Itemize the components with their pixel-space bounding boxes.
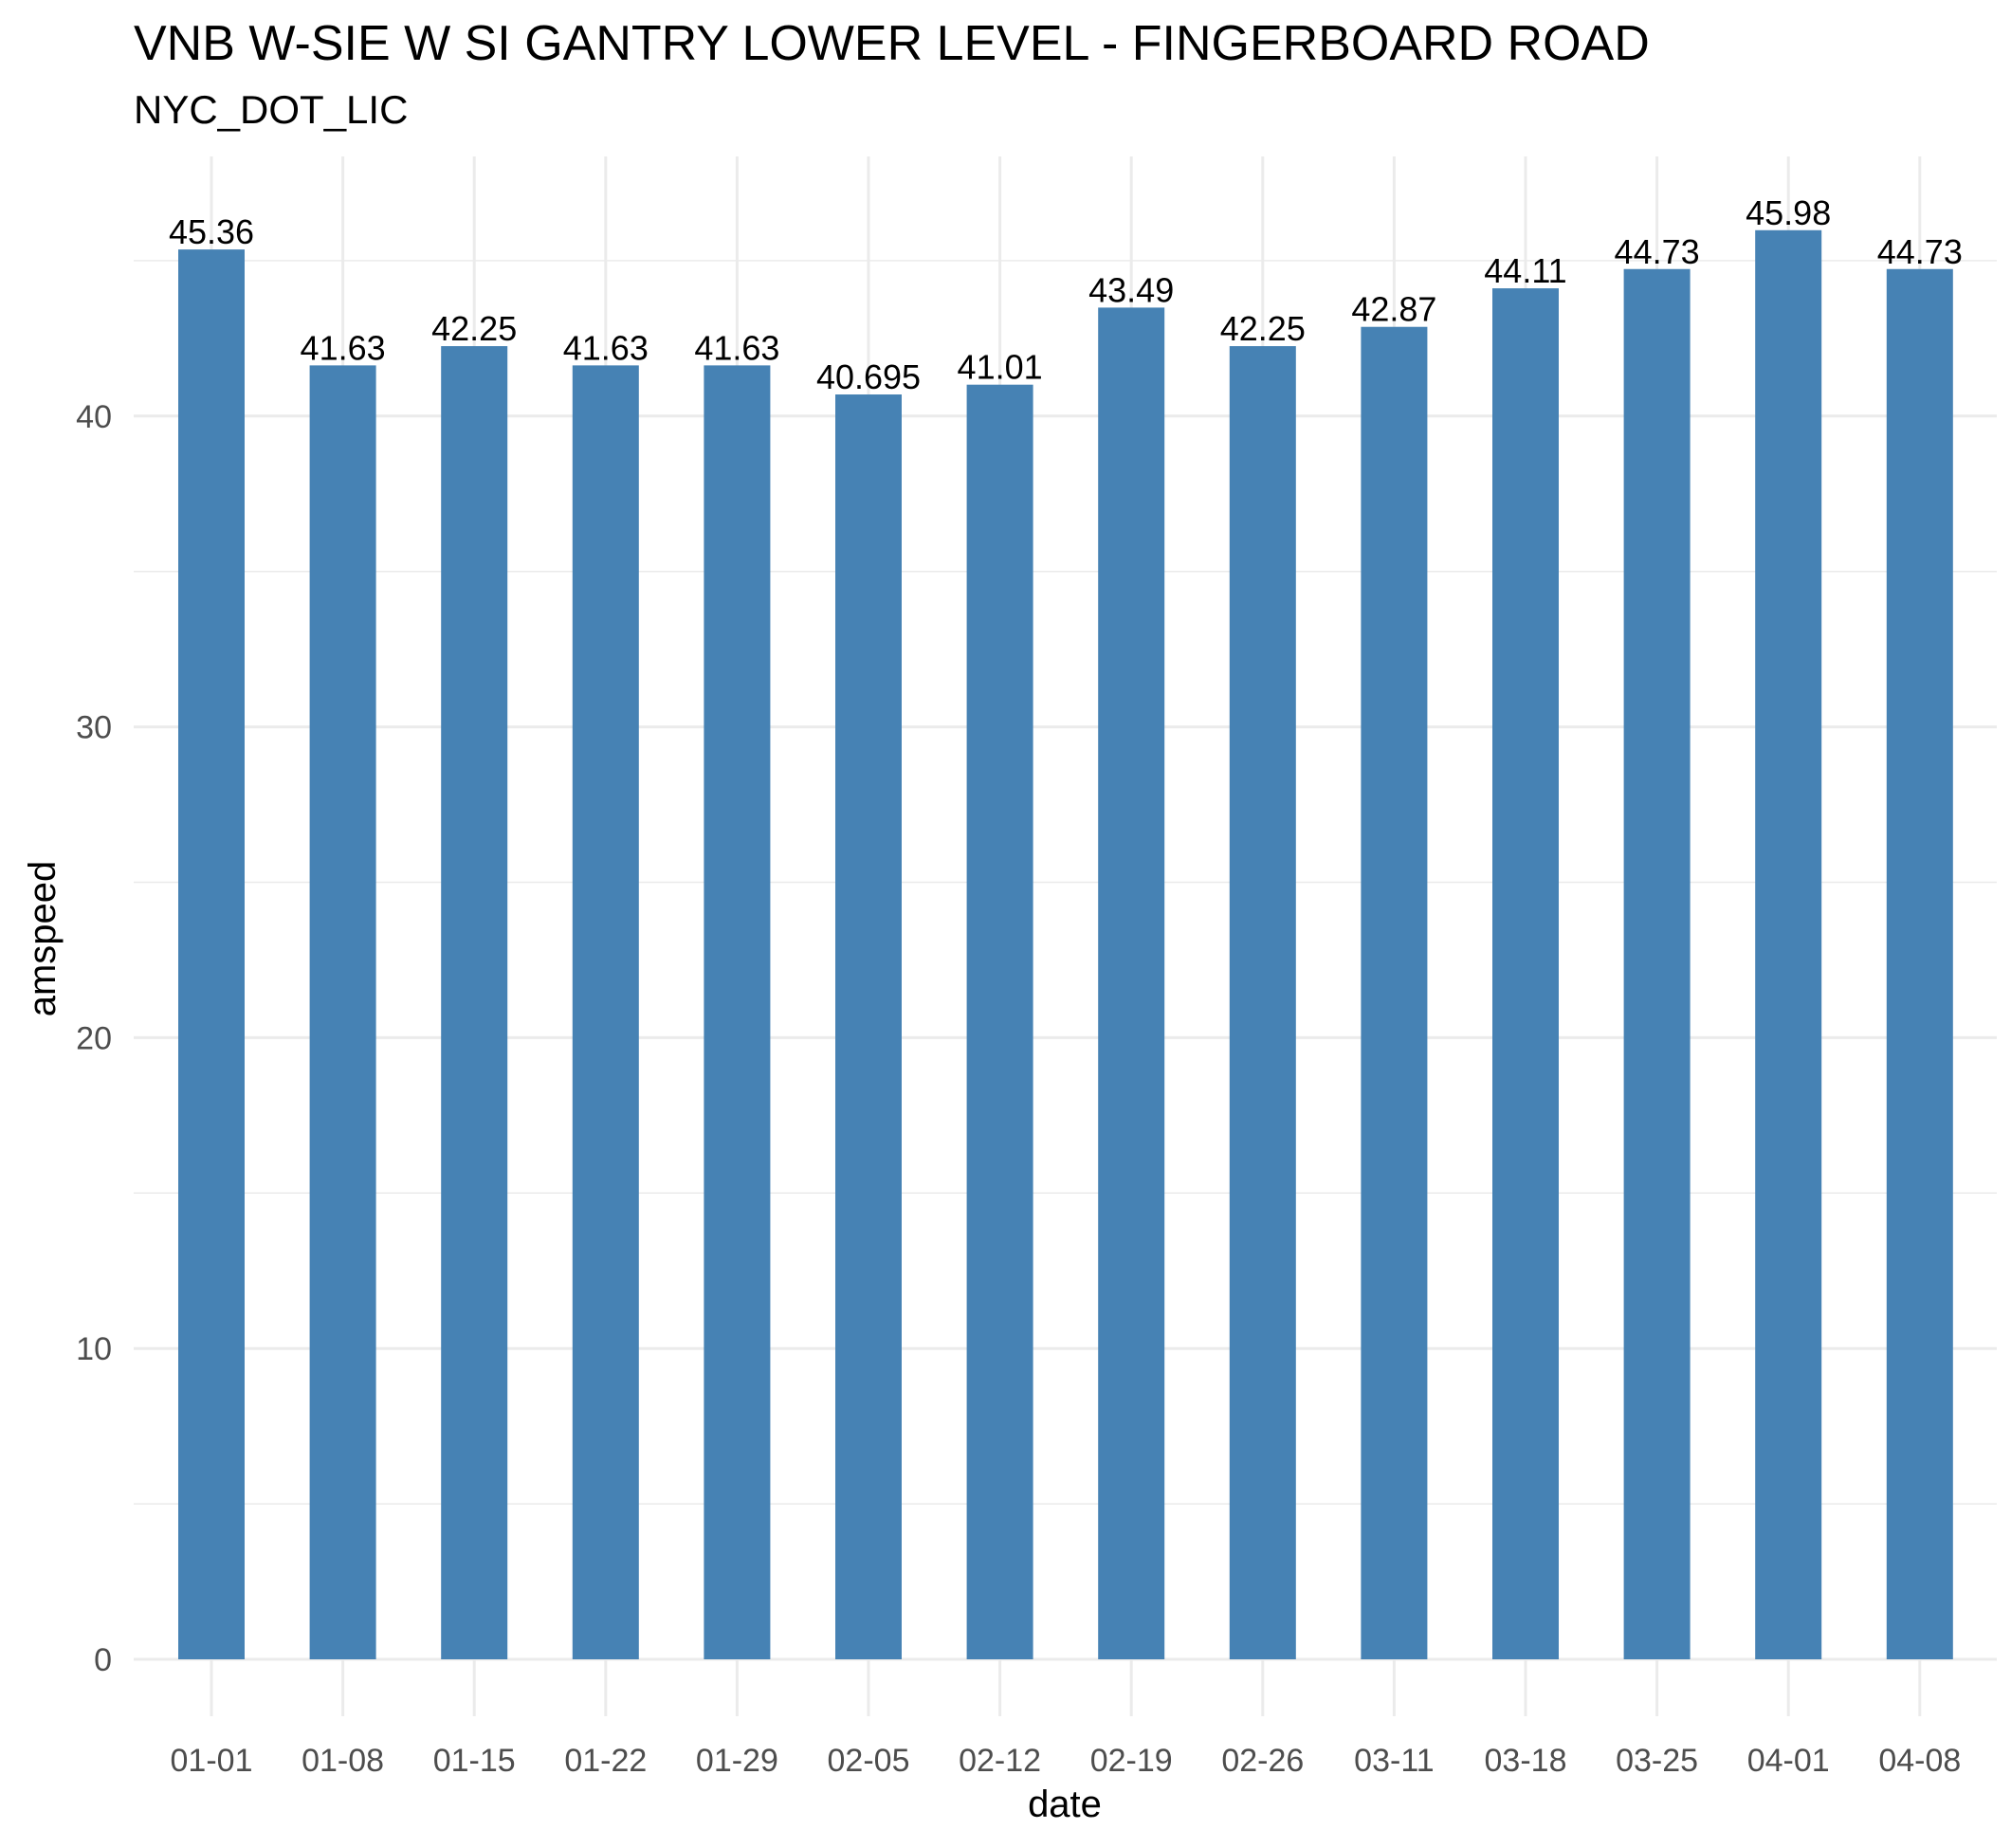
bar xyxy=(835,394,902,1659)
bar xyxy=(441,346,508,1659)
bar xyxy=(966,384,1033,1660)
x-tick-label: 02-05 xyxy=(828,1743,910,1779)
x-tick-label: 03-11 xyxy=(1354,1743,1434,1779)
x-tick-label: 02-12 xyxy=(959,1743,1041,1779)
bars xyxy=(178,229,1953,1660)
data-label: 40.695 xyxy=(816,357,921,396)
data-labels: 45.36 41.63 42.25 41.63 41.63 40.695 41.01 43.4… xyxy=(169,193,1963,396)
data-label: 41.01 xyxy=(958,348,1043,387)
bar xyxy=(1098,307,1165,1659)
bar xyxy=(1755,229,1822,1659)
y-tick-label: 40 xyxy=(76,399,112,435)
x-tick-label: 01-01 xyxy=(171,1743,253,1779)
data-label: 41.63 xyxy=(694,328,779,367)
x-tick-label: 01-15 xyxy=(433,1743,516,1779)
data-label: 42.87 xyxy=(1351,290,1436,329)
y-tick-label: 0 xyxy=(94,1642,112,1678)
x-tick-label: 01-22 xyxy=(564,1743,647,1779)
x-tick-label: 03-25 xyxy=(1616,1743,1698,1779)
y-tick-label: 20 xyxy=(76,1020,112,1056)
x-axis-ticks: 01-01 01-08 01-15 01-22 01-29 02-05 02-12 02-19… xyxy=(171,1743,1962,1779)
minor-gridlines xyxy=(134,260,1997,1505)
data-label: 44.73 xyxy=(1615,232,1700,271)
bar xyxy=(704,365,771,1659)
bar xyxy=(1886,268,1953,1659)
major-gridlines xyxy=(134,156,1997,1716)
x-axis-title: date xyxy=(1028,1784,1102,1825)
x-tick-label: 03-18 xyxy=(1485,1743,1567,1779)
data-label: 43.49 xyxy=(1088,270,1174,309)
data-label: 41.63 xyxy=(563,328,649,367)
x-tick-label: 01-08 xyxy=(302,1743,384,1779)
data-label: 42.25 xyxy=(431,309,517,348)
data-label: 41.63 xyxy=(301,328,386,367)
x-tick-label: 04-01 xyxy=(1747,1743,1830,1779)
x-tick-label: 02-26 xyxy=(1221,1743,1304,1779)
y-tick-label: 30 xyxy=(76,710,112,746)
data-label: 45.36 xyxy=(169,212,254,251)
chart-title: VNB W-SIE W SI GANTRY LOWER LEVEL - FING… xyxy=(134,16,1650,71)
data-label: 45.98 xyxy=(1746,193,1831,232)
y-tick-label: 10 xyxy=(76,1331,112,1367)
bar xyxy=(1361,326,1428,1659)
y-axis-ticks: 0 10 20 30 40 xyxy=(76,399,112,1678)
x-tick-label: 01-29 xyxy=(696,1743,778,1779)
bar xyxy=(309,365,376,1659)
data-label: 44.11 xyxy=(1484,251,1566,290)
bar xyxy=(1623,268,1691,1659)
chart-subtitle: NYC_DOT_LIC xyxy=(134,87,409,132)
bar xyxy=(1492,288,1559,1659)
bar xyxy=(178,249,245,1659)
x-tick-label: 04-08 xyxy=(1878,1743,1961,1779)
bar xyxy=(572,365,639,1659)
bar xyxy=(1229,346,1296,1659)
y-axis-title: amspeed xyxy=(22,861,64,1017)
data-label: 42.25 xyxy=(1220,309,1306,348)
x-tick-label: 02-19 xyxy=(1090,1743,1173,1779)
data-label: 44.73 xyxy=(1877,232,1963,271)
